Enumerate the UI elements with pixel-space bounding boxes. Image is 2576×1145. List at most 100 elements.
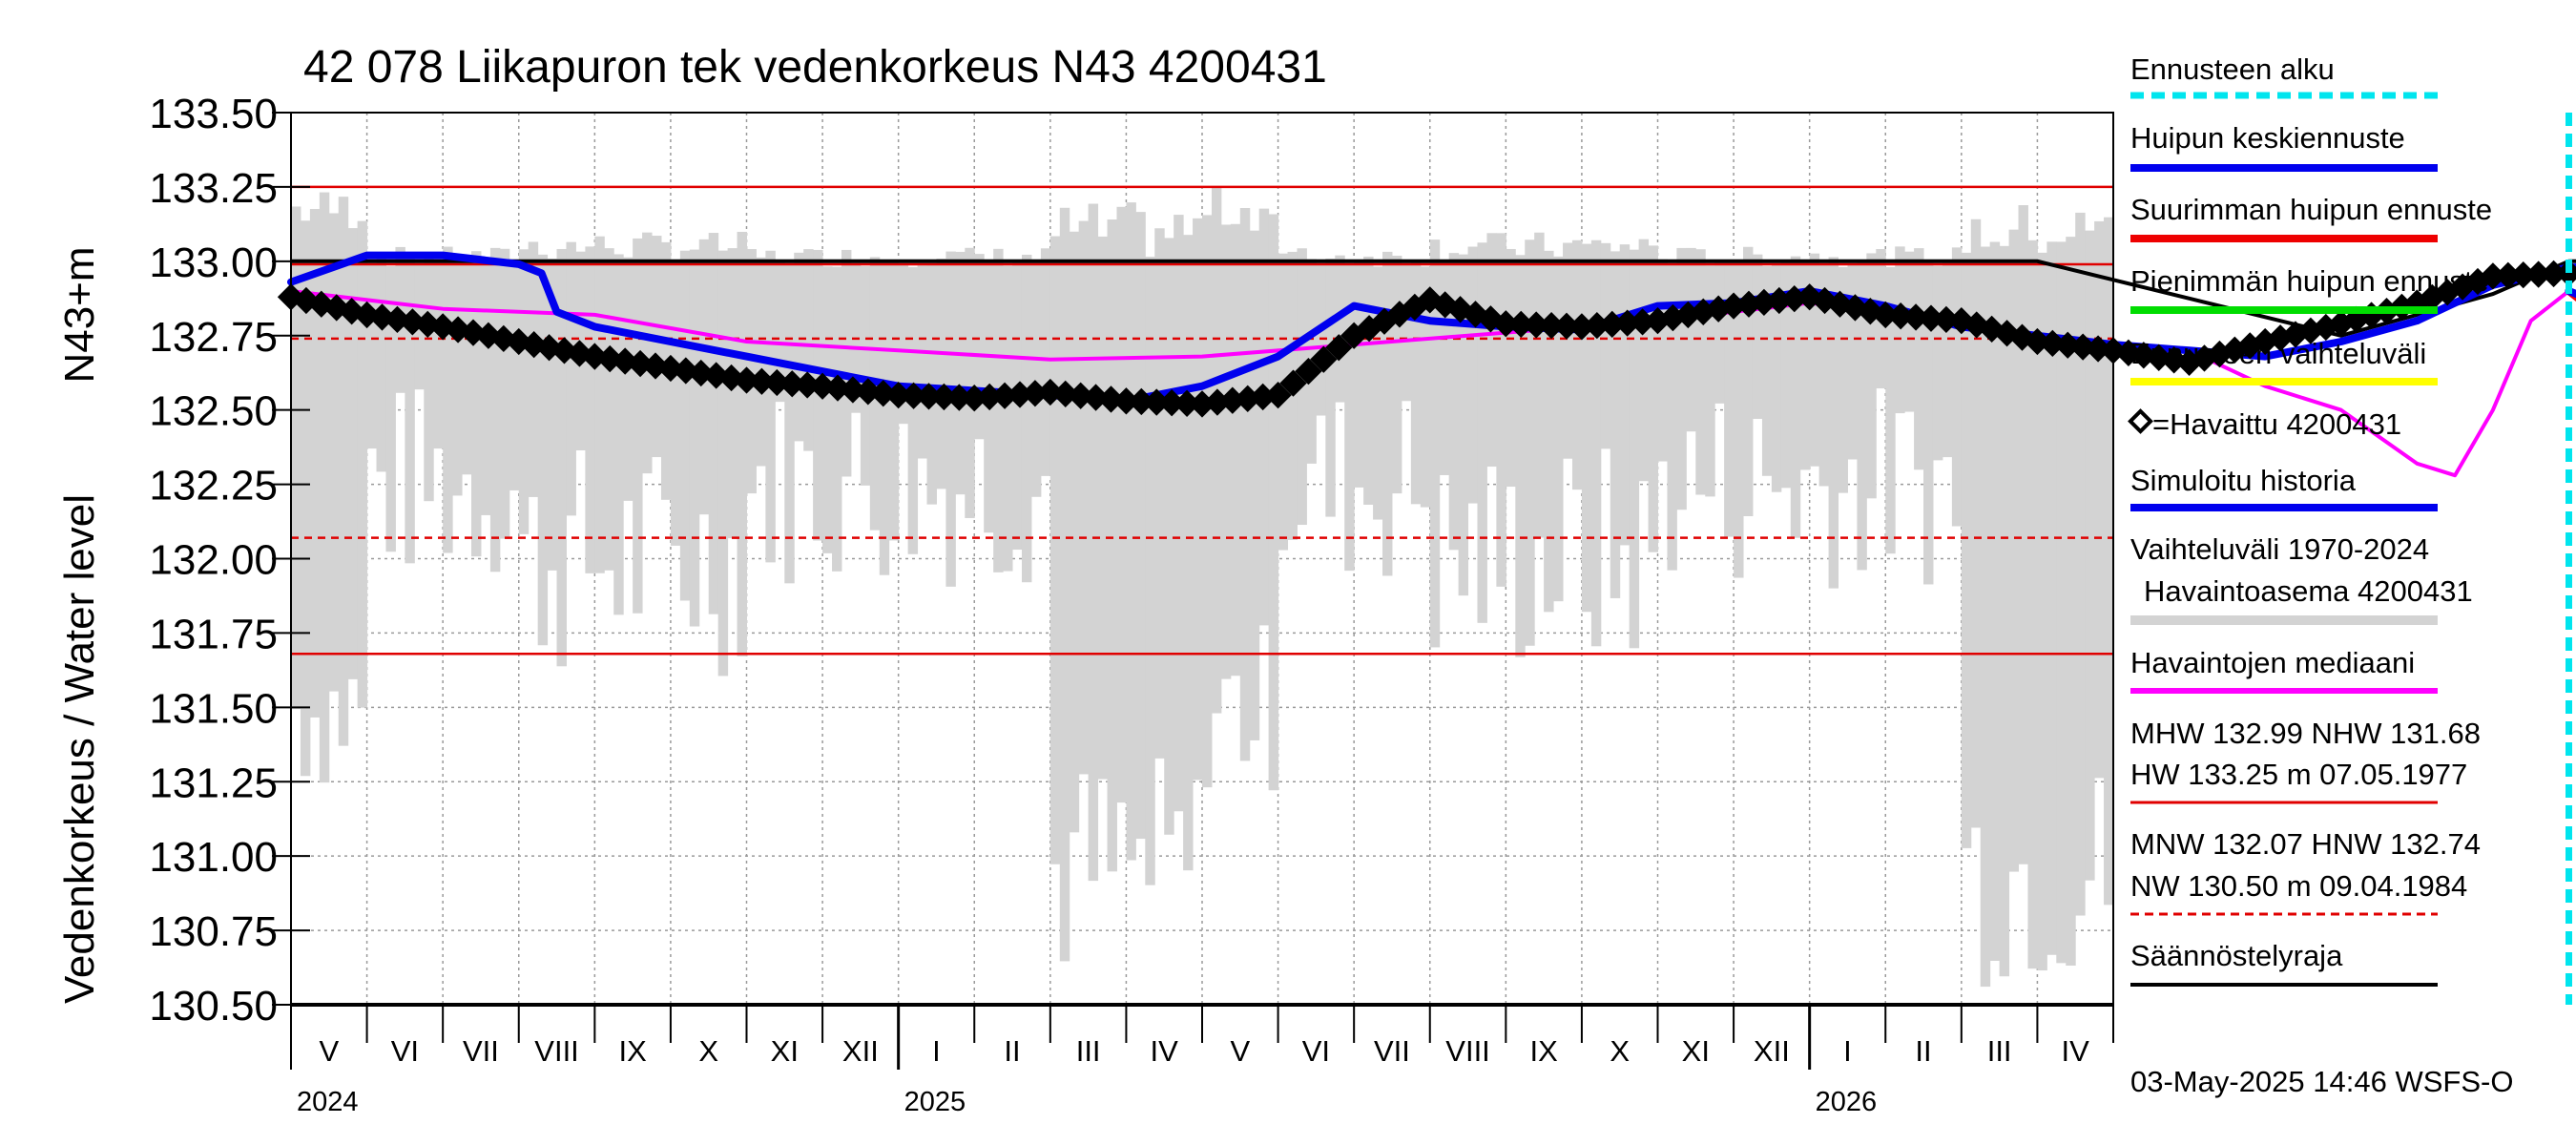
observed-point bbox=[1295, 358, 1322, 385]
history-range-strip bbox=[1049, 236, 1061, 864]
history-range-strip bbox=[1705, 265, 1715, 497]
legend-stats-low-1: MNW 132.07 HNW 132.74 bbox=[2130, 827, 2481, 861]
history-range-strip bbox=[1590, 239, 1602, 647]
reference-lines bbox=[291, 185, 2113, 656]
history-range-strip bbox=[2008, 229, 2020, 872]
plot-area bbox=[277, 112, 2576, 1006]
observed-point bbox=[779, 370, 806, 398]
history-range-strip bbox=[1239, 207, 1251, 761]
observed-point bbox=[1279, 369, 1307, 397]
legend-max-peak: Suurimman huipun ennuste bbox=[2130, 193, 2492, 226]
history-range-strip bbox=[2066, 237, 2076, 966]
history-range-strip bbox=[1107, 219, 1117, 872]
observed-point bbox=[1310, 345, 1338, 373]
history-range-strip bbox=[1534, 232, 1545, 538]
history-range-band bbox=[291, 187, 2114, 988]
series-layer bbox=[277, 251, 2576, 478]
observed-point bbox=[1143, 388, 1171, 416]
history-range-strip bbox=[489, 247, 501, 572]
y-tick-label: 131.50 bbox=[149, 685, 278, 732]
history-range-strip bbox=[1268, 214, 1279, 791]
history-range-strip bbox=[679, 250, 691, 601]
history-range-strip bbox=[566, 241, 576, 516]
observed-point bbox=[1932, 305, 1961, 334]
history-range-strip bbox=[717, 250, 729, 677]
history-range-strip bbox=[1838, 266, 1848, 493]
history-range-strip bbox=[1714, 260, 1725, 404]
history-range-strip bbox=[841, 249, 852, 477]
median-line bbox=[289, 289, 2576, 478]
observed-point bbox=[763, 368, 791, 397]
observed-point bbox=[1552, 312, 1581, 340]
observed-point bbox=[1021, 380, 1049, 407]
history-range-strip bbox=[727, 248, 738, 539]
history-range-strip bbox=[965, 247, 975, 518]
history-range-strip bbox=[1563, 242, 1573, 459]
history-range-strip bbox=[1619, 244, 1631, 546]
history-range-strip bbox=[1942, 259, 1953, 458]
y-axis-label-top: N43+m bbox=[56, 246, 103, 383]
history-range-strip bbox=[775, 261, 785, 403]
x-axis: V VI VII VIII IX X XI XII I II III IV V VI VII VIII IX X X… bbox=[290, 1003, 2114, 1117]
x-year-label: 2026 bbox=[1816, 1087, 1878, 1117]
history-range-strip bbox=[623, 257, 634, 501]
observed-point bbox=[2509, 261, 2537, 289]
history-range-strip bbox=[1154, 228, 1165, 759]
legend-forecast-range: Ennusteen vaihteluväli bbox=[2130, 337, 2426, 370]
history-range-strip bbox=[604, 248, 614, 571]
legend-observed-marker-icon bbox=[2128, 408, 2153, 434]
y-tick-label: 132.50 bbox=[149, 388, 278, 435]
observed-point bbox=[733, 366, 760, 394]
history-range-strip bbox=[1116, 206, 1127, 803]
history-range-strip bbox=[1904, 251, 1915, 412]
history-range-strip bbox=[945, 251, 956, 587]
y-tick-label: 133.00 bbox=[149, 239, 278, 286]
legend: Ennusteen alku Huipun keskiennuste Suuri… bbox=[2128, 52, 2492, 987]
x-month-label: II bbox=[1915, 1034, 1931, 1068]
legend-median: Havaintojen mediaani bbox=[2130, 646, 2415, 679]
history-range-strip bbox=[1914, 248, 1924, 470]
y-tick-label: 132.75 bbox=[149, 314, 278, 361]
history-range-strip bbox=[1553, 256, 1564, 602]
history-range-strip bbox=[708, 233, 719, 614]
history-range-strip bbox=[746, 249, 757, 494]
history-range-strip bbox=[974, 254, 985, 440]
history-range-strip bbox=[1734, 260, 1744, 578]
legend-mean-peak: Huipun keskiennuste bbox=[2130, 121, 2405, 155]
history-range-strip bbox=[1676, 247, 1687, 510]
legend-range-line2: Havaintoasema 4200431 bbox=[2144, 574, 2473, 608]
legend-forecast-start: Ennusteen alku bbox=[2130, 52, 2335, 86]
history-range-strip bbox=[1467, 246, 1478, 504]
history-range-strip bbox=[633, 238, 643, 614]
history-range-strip bbox=[1525, 239, 1535, 646]
history-range-strip bbox=[1021, 254, 1032, 583]
history-range-strip bbox=[1828, 257, 1839, 589]
history-range-strip bbox=[613, 254, 624, 615]
observed-point bbox=[1901, 303, 1930, 331]
history-range-strip bbox=[1335, 255, 1345, 403]
history-range-strip bbox=[1761, 265, 1773, 476]
history-range-strip bbox=[2085, 230, 2095, 881]
history-range-strip bbox=[1686, 247, 1696, 432]
history-range-strip bbox=[1373, 266, 1383, 520]
observed-point bbox=[1006, 381, 1034, 408]
y-tick-label: 132.00 bbox=[149, 537, 278, 584]
history-range-strip bbox=[1506, 248, 1516, 488]
observed-point bbox=[1568, 313, 1596, 341]
history-range-strip bbox=[291, 206, 301, 710]
x-month-label: X bbox=[1610, 1034, 1630, 1068]
x-month-label: XI bbox=[771, 1034, 799, 1068]
history-range-strip bbox=[803, 249, 814, 451]
history-range-strip bbox=[898, 264, 909, 425]
history-range-strip bbox=[1610, 251, 1621, 598]
history-range-strip bbox=[2027, 239, 2038, 969]
history-range-strip bbox=[309, 208, 321, 718]
y-tick-label: 130.75 bbox=[149, 908, 278, 955]
history-range-strip bbox=[2037, 252, 2047, 971]
history-range-strip bbox=[1401, 264, 1412, 402]
x-month-label: IV bbox=[2062, 1034, 2090, 1068]
legend-observed: =Havaittu 4200431 bbox=[2152, 407, 2401, 441]
x-month-label: VIII bbox=[534, 1034, 579, 1068]
x-year-label: 2024 bbox=[297, 1087, 359, 1117]
history-range-strip bbox=[480, 260, 491, 515]
